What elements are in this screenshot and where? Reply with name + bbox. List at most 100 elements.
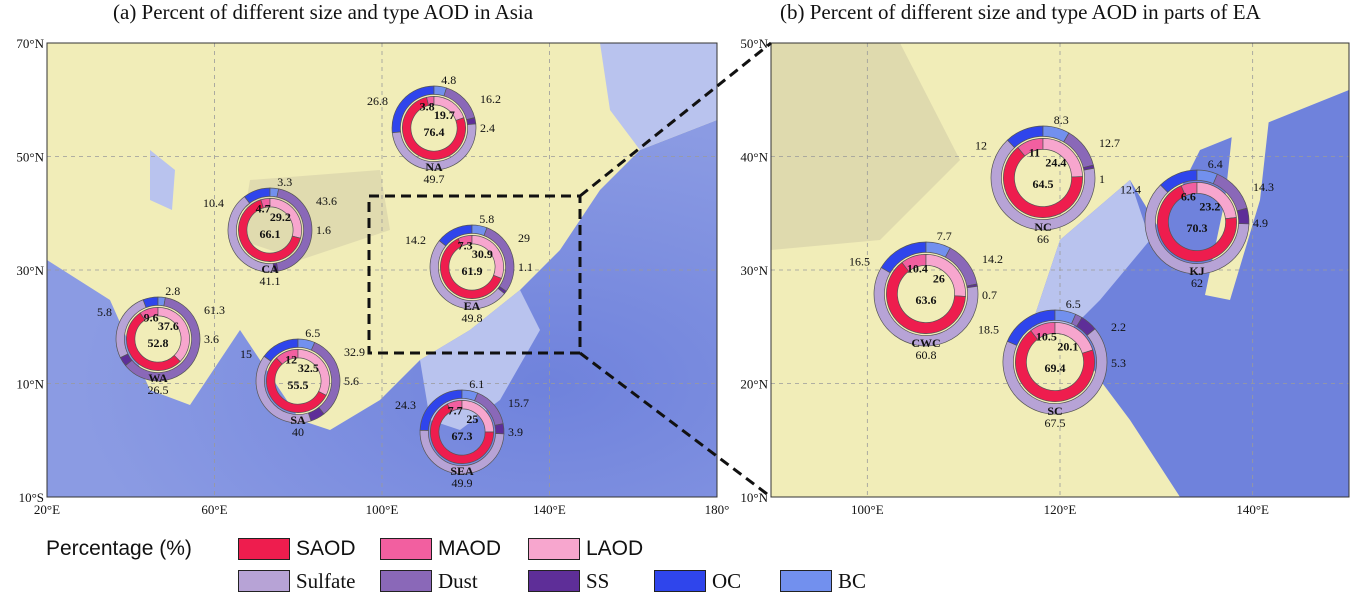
panel-b-frame xyxy=(770,42,1350,498)
label-sulfate: 26.5 xyxy=(148,383,169,397)
label-dust: 12.7 xyxy=(1099,136,1120,150)
region-label: SC xyxy=(1047,404,1062,418)
label-oc: 16.5 xyxy=(849,254,870,268)
label-ss: 2.4 xyxy=(480,121,495,135)
legend-swatch-sulfate xyxy=(238,570,290,592)
legend-item-bc: BC xyxy=(780,568,866,594)
zoom-connector xyxy=(579,41,772,198)
lat-label: 50°N xyxy=(740,36,768,51)
legend-swatch-ss xyxy=(528,570,580,592)
legend-swatch-maod xyxy=(380,538,432,560)
donut-size-saod xyxy=(126,312,181,371)
label-bc: 6.5 xyxy=(1066,297,1081,311)
label-maod: 7.7 xyxy=(448,404,463,418)
label-sulfate: 66 xyxy=(1037,232,1049,246)
zoom-box xyxy=(367,194,582,355)
lon-label: 140°E xyxy=(1236,502,1269,517)
label-laod: 32.5 xyxy=(298,361,319,375)
arctic-shelf xyxy=(600,43,717,150)
label-saod: 64.5 xyxy=(1033,177,1054,191)
legend-label-laod: LAOD xyxy=(586,537,644,560)
label-ss: 1.6 xyxy=(316,223,331,237)
donut-size-saod xyxy=(440,238,502,299)
label-oc: 15 xyxy=(240,347,252,361)
label-dust: 2.2 xyxy=(1111,320,1126,334)
legend-label-bc: BC xyxy=(838,568,867,593)
lat-label: 30°N xyxy=(740,263,768,278)
label-saod: 52.8 xyxy=(148,336,169,350)
zoom-connector xyxy=(579,351,772,499)
legend-item-sulfate: Sulfate xyxy=(238,568,355,594)
legend-swatch-laod xyxy=(528,538,580,560)
label-dust: 32.9 xyxy=(344,345,365,359)
label-maod: 10.5 xyxy=(1036,330,1057,344)
legend-title: Percentage (%) xyxy=(46,537,192,560)
label-bc: 6.1 xyxy=(469,377,484,391)
legend-swatch-bc xyxy=(780,570,832,592)
label-saod: 55.5 xyxy=(288,378,309,392)
legend-label-ss: SS xyxy=(586,568,610,593)
legend-label-sulfate: Sulfate xyxy=(296,568,356,593)
label-saod: 76.4 xyxy=(424,125,445,139)
label-sulfate: 40 xyxy=(292,425,304,439)
legend-item-dust: Dust xyxy=(380,568,478,594)
label-bc: 3.3 xyxy=(277,175,292,189)
lat-label: 40°N xyxy=(740,150,768,165)
region-label: NA xyxy=(425,160,443,174)
label-ss: 3.6 xyxy=(204,332,219,346)
lat-label: 10°N xyxy=(16,377,44,392)
legend-item-maod: MAOD xyxy=(380,536,501,562)
region-label: CWC xyxy=(911,336,940,350)
lat-label: 10°N xyxy=(740,490,768,505)
panel-a-title: (a) Percent of different size and type A… xyxy=(113,0,534,24)
donut-size-saod xyxy=(430,403,494,464)
donut-size-saod xyxy=(886,262,966,334)
label-dust: 16.2 xyxy=(480,92,501,106)
label-oc: 26.8 xyxy=(367,94,388,108)
lon-label: 20°E xyxy=(34,502,60,517)
label-maod: 3.8 xyxy=(420,100,435,114)
label-maod: 7.3 xyxy=(458,239,473,253)
legend-item-saod: SAOD xyxy=(238,536,356,562)
label-bc: 6.5 xyxy=(305,326,320,340)
label-maod: 10.4 xyxy=(907,262,928,276)
label-dust: 15.7 xyxy=(508,396,529,410)
label-bc: 6.4 xyxy=(1208,157,1223,171)
label-oc: 14.2 xyxy=(405,233,426,247)
donut-type-sulfate xyxy=(1144,184,1250,275)
label-oc: 12 xyxy=(975,138,987,152)
label-sulfate: 41.1 xyxy=(260,274,281,288)
region-label: KJ xyxy=(1189,264,1204,278)
panel-a-map xyxy=(47,43,717,497)
label-oc: 24.3 xyxy=(395,398,416,412)
donut-type-sulfate xyxy=(990,139,1096,231)
panel-b-title: (b) Percent of different size and type A… xyxy=(780,0,1261,24)
label-laod: 29.2 xyxy=(270,210,291,224)
label-sulfate: 62 xyxy=(1191,276,1203,290)
label-bc: 2.8 xyxy=(165,284,180,298)
label-laod: 26 xyxy=(933,272,945,286)
label-ss: 5.3 xyxy=(1111,356,1126,370)
panel-b-map xyxy=(771,43,1349,497)
label-bc: 5.8 xyxy=(479,212,494,226)
region-label: SA xyxy=(290,413,306,427)
label-laod: 25 xyxy=(466,412,478,426)
donut-type-ss xyxy=(1236,207,1250,225)
legend-item-oc: OC xyxy=(654,568,741,594)
legend-swatch-dust xyxy=(380,570,432,592)
label-maod: 6.6 xyxy=(1181,190,1196,204)
label-saod: 61.9 xyxy=(462,264,483,278)
label-saod: 63.6 xyxy=(916,293,937,307)
label-sulfate: 67.5 xyxy=(1045,416,1066,430)
donut-type-ss xyxy=(494,423,505,435)
donut-type-sulfate xyxy=(873,267,979,347)
label-dust: 43.6 xyxy=(316,194,337,208)
label-bc: 4.8 xyxy=(441,73,456,87)
donut-type-sulfate xyxy=(1002,328,1108,415)
lat-label: 70°N xyxy=(16,36,44,51)
donut-type-sulfate xyxy=(429,240,505,310)
label-dust: 14.2 xyxy=(982,252,1003,266)
region-label: WA xyxy=(148,371,168,385)
ocean-area xyxy=(1030,90,1349,497)
donut-size-saod xyxy=(402,96,466,160)
